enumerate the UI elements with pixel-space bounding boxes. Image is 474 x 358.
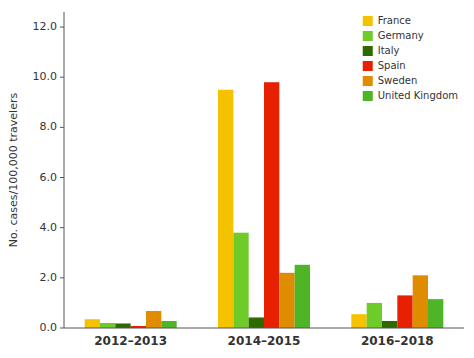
bar: [100, 323, 115, 328]
legend-item: United Kingdom: [363, 90, 458, 101]
y-tick-label: 10.0: [33, 70, 58, 83]
y-tick-label: 6.0: [40, 171, 58, 184]
y-tick: [60, 277, 64, 278]
y-tick: [60, 127, 64, 128]
bar: [428, 299, 443, 328]
legend: France Germany Italy Spain Sweden United King…: [363, 15, 458, 101]
legend-item: Spain: [363, 60, 406, 71]
x-axis-line: [64, 328, 464, 329]
x-axis: 2012–2013 2014–2015 2016–2018: [94, 334, 433, 348]
bar: [115, 323, 130, 328]
y-tick: [60, 27, 64, 28]
bar: [397, 295, 412, 328]
bar: [233, 233, 248, 328]
legend-label: Spain: [378, 60, 406, 71]
y-tick-label: 8.0: [40, 120, 58, 133]
y-axis-label: No. cases/100,000 travelers: [7, 93, 20, 248]
y-tick: [60, 77, 64, 78]
legend-label: France: [378, 15, 411, 26]
y-tick-label: 4.0: [40, 221, 58, 234]
legend-item: France: [363, 15, 411, 26]
bar: [249, 317, 264, 328]
bar: [218, 90, 233, 328]
y-tick-label: 2.0: [40, 271, 58, 284]
y-axis: 0.0 2.0 4.0 6.0 8.0 10.0 12.0: [33, 20, 65, 334]
bar: [161, 321, 176, 328]
x-tick-label: 2012–2013: [94, 334, 167, 348]
y-axis-line: [64, 12, 65, 328]
legend-swatch: [363, 31, 373, 41]
legend-swatch: [363, 91, 373, 101]
legend-swatch: [363, 16, 373, 26]
legend-swatch: [363, 61, 373, 71]
chart-svg: 0.0 2.0 4.0 6.0 8.0 10.0 12.0 No. cases/100,000…: [0, 0, 474, 358]
legend-swatch: [363, 76, 373, 86]
y-tick-label: 0.0: [40, 321, 58, 334]
legend-label: United Kingdom: [378, 90, 458, 101]
bars: [85, 82, 444, 328]
legend-item: Sweden: [363, 75, 418, 86]
y-tick: [60, 227, 64, 228]
legend-swatch: [363, 46, 373, 56]
y-tick-label: 12.0: [33, 20, 58, 33]
bar: [367, 303, 382, 328]
y-tick: [60, 177, 64, 178]
legend-item: Germany: [363, 30, 424, 41]
chart-container: 0.0 2.0 4.0 6.0 8.0 10.0 12.0 No. cases/100,000…: [0, 0, 474, 358]
bar: [295, 265, 310, 328]
bar: [413, 275, 428, 328]
bar: [279, 273, 294, 328]
bar: [351, 314, 366, 328]
legend-label: Italy: [378, 45, 400, 56]
bar: [382, 321, 397, 328]
legend-label: Germany: [378, 30, 424, 41]
x-tick-label: 2014–2015: [228, 334, 301, 348]
bar: [264, 82, 279, 328]
legend-item: Italy: [363, 45, 400, 56]
x-tick-label: 2016–2018: [361, 334, 434, 348]
bar: [146, 311, 161, 328]
bar: [85, 319, 100, 328]
y-tick: [60, 328, 64, 329]
legend-label: Sweden: [378, 75, 418, 86]
